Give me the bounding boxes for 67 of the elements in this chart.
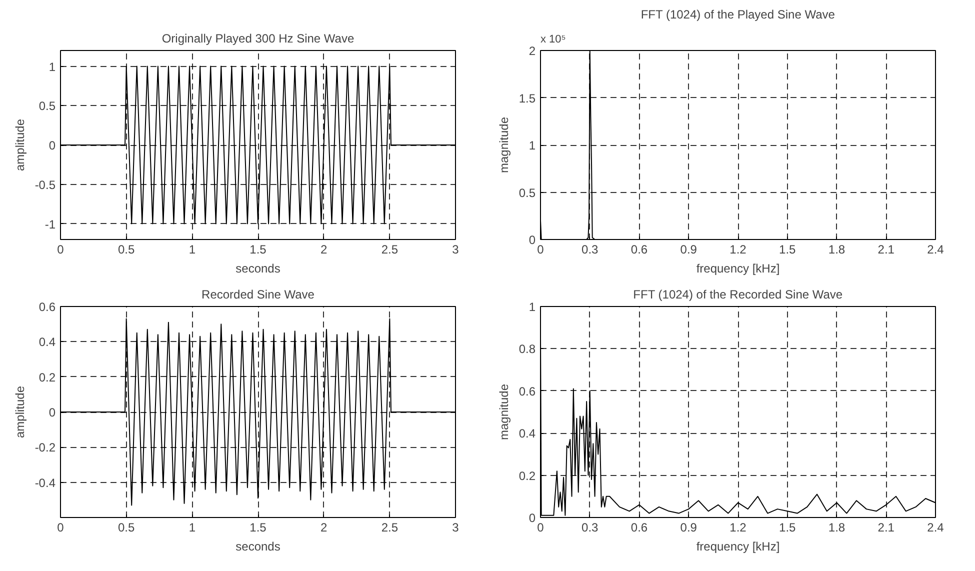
x-tick-label: 0.6	[630, 242, 648, 256]
x-tick-label: 2.4	[927, 520, 944, 534]
y-tick-label: 1	[48, 60, 56, 74]
y-tick-label: 0	[528, 233, 536, 247]
y-tick-label: -0.2	[34, 440, 56, 455]
x-tick-label: 0	[537, 242, 544, 256]
y-tick-label: 0	[48, 406, 56, 420]
y-tick-label: 0.4	[518, 426, 536, 441]
chart-title: FFT (1024) of the Played Sine Wave	[640, 8, 836, 22]
y-tick-label: 0.6	[518, 384, 536, 398]
y-tick-label: 0.6	[38, 300, 56, 314]
x-axis-title: frequency [kHz]	[696, 540, 780, 554]
x-tick-label: 2.5	[381, 520, 398, 534]
x-tick-label: 1.2	[730, 520, 747, 534]
x-tick-label: 0	[57, 520, 64, 534]
y-tick-label: 0.2	[38, 370, 56, 384]
x-tick-label: 0.3	[582, 242, 599, 256]
y-tick-label: 0.4	[38, 335, 56, 350]
y-tick-label: 1	[528, 138, 536, 152]
x-tick-label: 2.5	[381, 242, 398, 256]
y-axis-title: magnitude	[496, 384, 511, 440]
y-axis-title: amplitude	[12, 386, 27, 438]
y-tick-label: 0	[48, 138, 56, 152]
y-tick-label: 1.5	[518, 91, 536, 106]
y-tick-label: 0.5	[518, 186, 536, 200]
x-tick-label: 0.9	[680, 242, 698, 256]
y-tick-label: -0.4	[34, 476, 56, 490]
y-tick-label: -0.5	[34, 178, 56, 192]
y-tick-label: 1	[528, 300, 536, 314]
x-tick-label: 1.5	[779, 520, 796, 534]
x-tick-label: 0	[537, 520, 544, 534]
y-tick-label: 0.8	[518, 342, 536, 356]
chart-title: FFT (1024) of the Recorded Sine Wave	[633, 288, 843, 302]
y-tick-label: 2	[528, 44, 536, 58]
x-tick-label: 1	[188, 242, 196, 256]
x-tick-label: 0.5	[118, 520, 135, 534]
x-tick-label: 0.3	[582, 520, 599, 534]
x-tick-label: 1.2	[730, 242, 747, 256]
x-tick-label: 0.6	[630, 520, 648, 534]
x-axis-title: seconds	[236, 540, 280, 554]
y-tick-label: 0.5	[38, 99, 56, 114]
y-tick-label: -1	[44, 217, 56, 232]
chart-title: Originally Played 300 Hz Sine Wave	[162, 32, 354, 46]
x-tick-label: 2.4	[927, 242, 944, 256]
x-tick-label: 0.5	[118, 242, 135, 256]
x-tick-label: 1.5	[250, 242, 267, 256]
x-tick-label: 1.5	[779, 242, 796, 256]
x-axis-title: seconds	[236, 262, 280, 276]
x-tick-label: 2	[320, 520, 328, 534]
chart-title: Recorded Sine Wave	[202, 288, 315, 302]
x-tick-label: 1.5	[250, 520, 267, 534]
y-axis-title: magnitude	[496, 116, 511, 174]
y-axis-title: amplitude	[12, 118, 27, 172]
y-tick-label: 0.2	[518, 468, 536, 483]
x-tick-label: 2	[320, 242, 328, 256]
x-tick-label: 1.8	[828, 242, 846, 256]
x-tick-label: 0.9	[680, 520, 698, 534]
x-tick-label: 3	[452, 520, 460, 534]
x-tick-label: 1	[188, 520, 196, 534]
x-axis-title: frequency [kHz]	[696, 262, 780, 276]
x-tick-label: 3	[452, 242, 460, 256]
text: x 10⁵	[540, 34, 566, 46]
x-tick-label: 0	[57, 242, 64, 256]
y-tick-label: 0	[528, 511, 536, 525]
x-tick-label: 1.8	[828, 520, 846, 534]
x-tick-label: 2.1	[878, 520, 895, 534]
x-tick-label: 2.1	[878, 242, 895, 256]
